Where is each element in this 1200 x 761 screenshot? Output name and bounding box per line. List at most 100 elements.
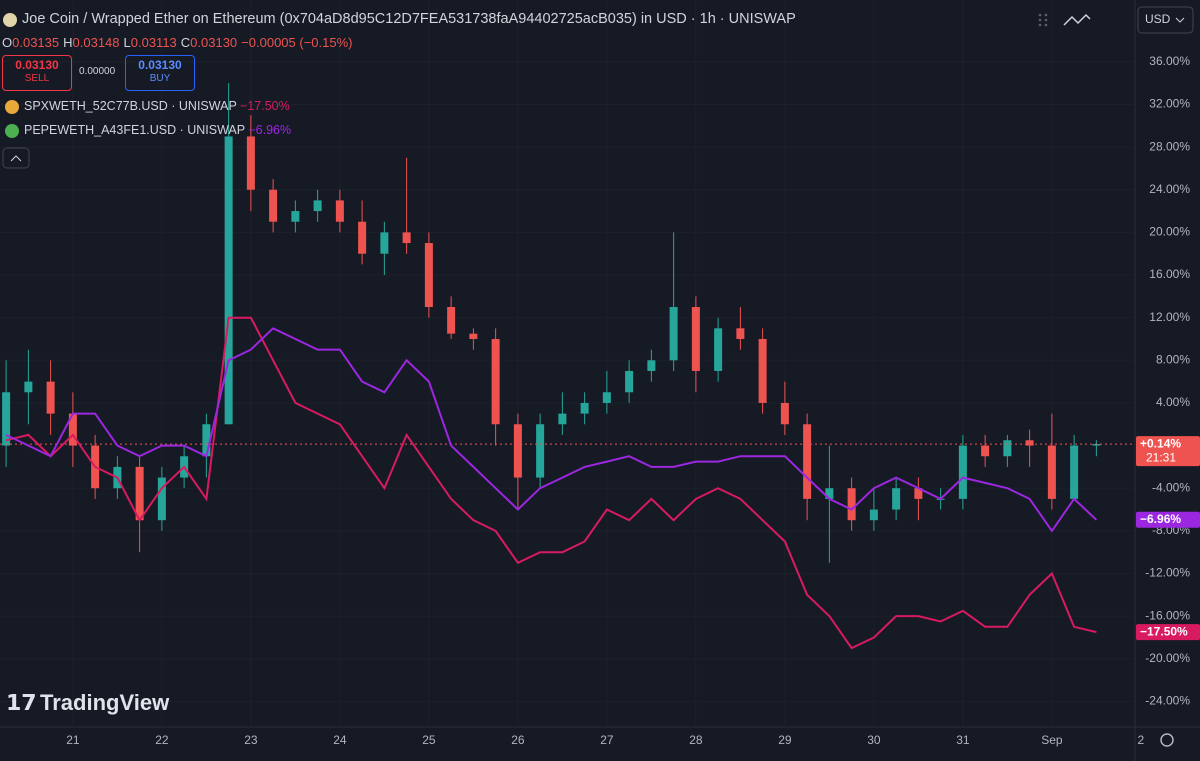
candle-body	[825, 488, 834, 499]
candle-body	[68, 413, 77, 446]
candle-body	[46, 381, 55, 414]
drag-handle[interactable]	[1038, 13, 1048, 27]
y-tick-label: -16.00%	[1145, 608, 1190, 622]
x-tick-label: 27	[600, 733, 614, 747]
last-label-countdown: 21:31	[1146, 450, 1176, 464]
x-tick-label: 21	[66, 733, 80, 747]
candle-body	[869, 509, 878, 521]
ohlc-change: −0.00005 (−0.15%)	[241, 35, 353, 50]
compare-line	[5, 327, 1098, 533]
x-tick-label: 26	[511, 733, 525, 747]
compare-last-label-bg	[1136, 511, 1200, 528]
x-tick-label: 28	[689, 733, 703, 747]
compare-last-label-bg	[1136, 624, 1200, 641]
currency: USD	[1145, 12, 1171, 26]
compare-last-label: −6.96%	[1140, 512, 1181, 526]
x-tick-label: 30	[867, 733, 881, 747]
y-tick-label: -24.00%	[1145, 694, 1190, 708]
candle-body	[780, 402, 789, 425]
candle-body	[469, 333, 478, 339]
compare-last-label: −17.50%	[1140, 624, 1188, 638]
candle-body	[513, 424, 522, 478]
candle-body	[1092, 444, 1101, 446]
currency-button[interactable]	[1137, 6, 1194, 34]
candle-body	[491, 338, 500, 425]
indicator-icon[interactable]	[1063, 13, 1091, 26]
candle-body	[602, 392, 611, 403]
candle-body	[691, 307, 700, 371]
buy-button[interactable]: 0.03130 BUY	[125, 55, 195, 91]
candle-body	[1070, 445, 1079, 499]
candle-body	[424, 243, 433, 308]
settings-icon[interactable]	[1160, 733, 1174, 747]
candle-body	[358, 221, 367, 254]
candle-body	[736, 328, 745, 339]
x-tick-label: 25	[422, 733, 436, 747]
compare-change: −6.96%	[248, 123, 292, 137]
x-tick-label: 2	[1138, 733, 1145, 747]
x-tick-label: Sep	[1041, 733, 1063, 747]
currency-caret	[1175, 17, 1185, 23]
candle-body	[847, 488, 856, 521]
candle-body	[202, 424, 211, 457]
compare-line	[5, 316, 1097, 650]
candle-body	[892, 488, 901, 510]
collapse-icon	[10, 155, 22, 162]
candle-body	[758, 338, 767, 403]
sell-label: SELL	[24, 73, 50, 84]
buy-label: BUY	[149, 73, 171, 84]
brand: TradingView	[40, 690, 170, 715]
last-label-bg	[1136, 436, 1200, 467]
x-tick-label: 24	[333, 733, 347, 747]
compare-change: −17.50%	[240, 99, 290, 113]
ohlc-key: L	[123, 35, 131, 50]
y-tick-label: 4.00%	[1156, 395, 1190, 409]
sell-button[interactable]: 0.03130 SELL	[2, 55, 72, 91]
candle-body	[447, 307, 456, 334]
candle-body	[914, 488, 923, 499]
pepe-logo	[5, 124, 19, 138]
y-tick-label: 12.00%	[1149, 310, 1190, 324]
candle-body	[24, 381, 33, 393]
collapse-button[interactable]	[2, 147, 30, 169]
y-tick-label: 36.00%	[1149, 54, 1190, 68]
candle-body	[1047, 445, 1056, 499]
candle-body	[981, 445, 990, 457]
candle-body	[647, 360, 656, 371]
candle-body	[402, 232, 411, 244]
compare-name: SPXWETH_52C77B.USD · UNISWAP	[24, 99, 237, 113]
candle-body	[313, 200, 322, 212]
axes: 36.00%32.00%28.00%24.00%20.00%16.00%12.0…	[66, 54, 1200, 747]
ohlc-value: 0.03148	[72, 35, 120, 50]
candle-body	[380, 232, 389, 254]
candle-body	[2, 392, 11, 446]
buy-price: 0.03130	[138, 58, 182, 72]
y-tick-label: -4.00%	[1152, 480, 1190, 494]
spx-logo	[5, 100, 19, 114]
y-tick-label: -12.00%	[1145, 566, 1190, 580]
ohlc-key: H	[63, 35, 73, 50]
plot-area	[0, 83, 1135, 650]
symbol-logo	[3, 13, 17, 27]
candle-body	[1003, 440, 1012, 457]
candle-body	[558, 413, 567, 425]
last-label: +0.14%	[1140, 436, 1181, 450]
x-tick-label: 23	[244, 733, 258, 747]
candle-body	[714, 328, 723, 371]
candle-body	[291, 211, 300, 222]
y-tick-label: 32.00%	[1149, 97, 1190, 111]
sell-price: 0.03130	[15, 58, 59, 72]
compare-name: PEPEWETH_A43FE1.USD · UNISWAP	[24, 123, 245, 137]
ohlc-key: O	[2, 35, 13, 50]
ohlc-value: 0.03113	[130, 35, 177, 50]
candle-body	[246, 136, 255, 190]
x-tick-label: 29	[778, 733, 792, 747]
candle-body	[625, 370, 634, 393]
compare-legend: SPXWETH_52C77B.USD · UNISWAP −17.50%	[24, 99, 290, 113]
candle-body	[803, 424, 812, 499]
candle-body	[135, 466, 144, 521]
ohlc-value: 0.03135	[12, 35, 60, 50]
